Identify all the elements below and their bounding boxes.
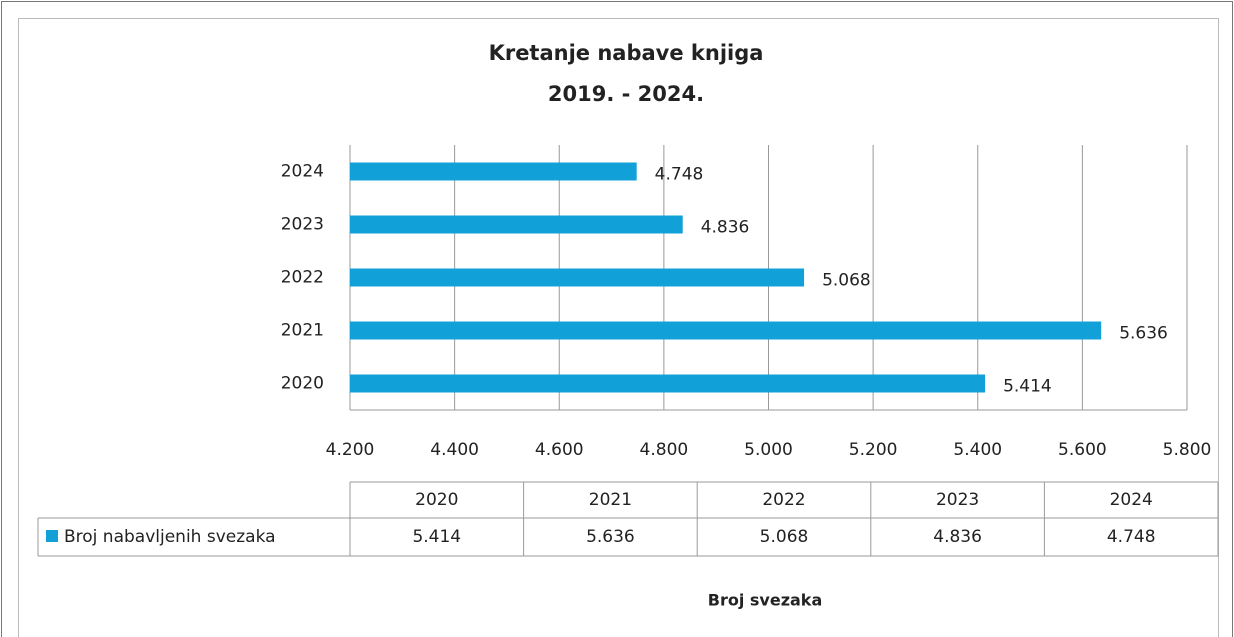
y-tick-label: 2021 — [281, 321, 324, 341]
data-label: 5.068 — [822, 271, 871, 291]
y-tick-label: 2020 — [281, 374, 324, 394]
x-tick-label: 5.400 — [953, 440, 1002, 460]
table-header: 2024 — [1110, 490, 1153, 510]
y-tick-label: 2023 — [281, 215, 324, 235]
bar — [350, 374, 986, 393]
y-tick-label: 2024 — [281, 162, 324, 182]
table-cell: 4.748 — [1107, 527, 1156, 547]
table-header: 2021 — [589, 490, 632, 510]
x-tick-label: 4.200 — [326, 440, 375, 460]
legend-label: Broj nabavljenih svezaka — [64, 527, 276, 547]
table-cell: 4.836 — [933, 527, 982, 547]
x-tick-label: 5.200 — [849, 440, 898, 460]
x-tick-label: 4.800 — [640, 440, 689, 460]
bar — [350, 321, 1102, 340]
table-cell: 5.636 — [586, 527, 635, 547]
y-tick-label: 2022 — [281, 268, 324, 288]
table-header: 2023 — [936, 490, 979, 510]
x-axis-label: Broj svezaka — [708, 591, 822, 610]
chart-title: Kretanje nabave knjiga — [489, 41, 764, 65]
chart-subtitle: 2019. - 2024. — [548, 82, 704, 106]
data-label: 5.414 — [1003, 377, 1052, 397]
x-tick-label: 5.000 — [744, 440, 793, 460]
x-tick-label: 4.400 — [430, 440, 479, 460]
x-tick-label: 5.800 — [1163, 440, 1212, 460]
bar — [350, 162, 637, 181]
data-label: 4.748 — [655, 165, 704, 185]
x-tick-label: 5.600 — [1058, 440, 1107, 460]
x-tick-label: 4.600 — [535, 440, 584, 460]
data-label: 4.836 — [701, 218, 750, 238]
chart-border — [18, 18, 1219, 637]
table-header: 2020 — [415, 490, 458, 510]
table-cell: 5.414 — [412, 527, 461, 547]
table-header: 2022 — [762, 490, 805, 510]
bar — [350, 215, 683, 234]
bar — [350, 268, 805, 287]
table-cell: 5.068 — [760, 527, 809, 547]
legend-swatch — [46, 530, 58, 542]
data-label: 5.636 — [1119, 324, 1168, 344]
